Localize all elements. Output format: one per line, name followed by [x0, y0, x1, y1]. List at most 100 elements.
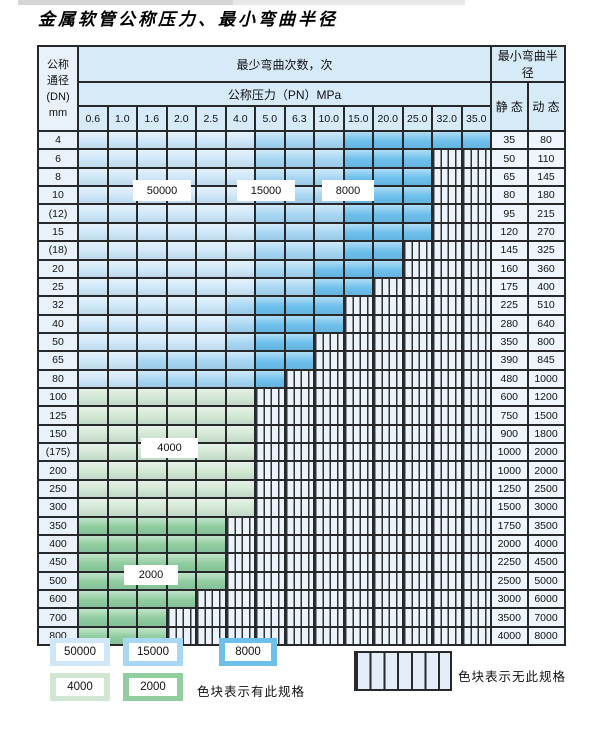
spec-cell: [195, 478, 227, 500]
spec-cell: [77, 350, 109, 371]
spec-cell: [136, 478, 168, 500]
no-spec-cell: [460, 497, 492, 518]
no-spec-cell: [431, 331, 463, 353]
spec-cell: [195, 185, 227, 206]
no-spec-cell: [195, 625, 227, 647]
no-spec-cell: [460, 221, 492, 243]
spec-cell: [106, 460, 138, 481]
dynamic-radius-value: 5000: [526, 570, 566, 592]
spec-cell: [224, 387, 256, 408]
spec-cell: [342, 203, 374, 224]
no-spec-cell: [431, 148, 463, 169]
no-spec-cell: [372, 607, 404, 628]
spec-cell: [106, 607, 138, 628]
table-row: 4 35 80: [37, 129, 566, 151]
no-spec-cell: [460, 203, 492, 224]
spec-cell: [195, 350, 227, 371]
no-spec-cell: [342, 625, 374, 647]
no-spec-cell: [372, 570, 404, 592]
spec-cell: [313, 276, 345, 298]
no-spec-cell: [342, 331, 374, 353]
no-spec-cell: [313, 607, 345, 628]
no-spec-cell: [372, 368, 404, 390]
no-spec-cell: [401, 497, 433, 518]
dn-label: 80: [37, 368, 79, 390]
dn-label: 10: [37, 185, 79, 206]
no-spec-cell: [313, 442, 345, 463]
pressure-col-header: 5.0: [254, 105, 286, 132]
no-spec-cell: [401, 350, 433, 371]
spec-cell: [283, 313, 315, 334]
no-spec-cell: [313, 478, 345, 500]
no-spec-cell: [460, 185, 492, 206]
dynamic-radius-value: 2000: [526, 460, 566, 481]
page-title: 金属软管公称压力、最小弯曲半径: [38, 10, 338, 29]
dynamic-radius-value: 2500: [526, 478, 566, 500]
dn-label: 200: [37, 460, 79, 481]
legend-swatch: 50000: [50, 638, 110, 666]
zone-label: 4000: [141, 438, 198, 458]
dynamic-radius-value: 640: [526, 313, 566, 334]
spec-cell: [372, 166, 404, 188]
spec-cell: [106, 331, 138, 353]
no-spec-cell: [372, 533, 404, 555]
pressure-col-header: 10.0: [313, 105, 345, 132]
table-row: 350 1750 3500: [37, 515, 566, 536]
dn-label: 25: [37, 276, 79, 298]
spec-cell: [106, 515, 138, 536]
dynamic-radius-value: 3500: [526, 515, 566, 536]
no-spec-cell: [342, 533, 374, 555]
pressure-col-header: 6.3: [283, 105, 315, 132]
pressure-col-header: 20.0: [372, 105, 404, 132]
spec-cell: [106, 405, 138, 426]
spec-cell: [136, 515, 168, 536]
spec-cell: [106, 166, 138, 188]
spec-cell: [224, 331, 256, 353]
table-row: 500 2500 5000: [37, 570, 566, 592]
spec-cell: [224, 203, 256, 224]
no-spec-cell: [283, 515, 315, 536]
spec-cell: [372, 148, 404, 169]
dn-label: 4: [37, 129, 79, 151]
spec-cell: [431, 129, 463, 151]
spec-cell: [195, 166, 227, 188]
spec-cell: [195, 460, 227, 481]
static-radius-value: 2000: [490, 533, 529, 555]
no-spec-cell: [313, 552, 345, 573]
no-spec-cell: [372, 331, 404, 353]
no-spec-cell: [401, 515, 433, 536]
pressure-col-header: 35.0: [460, 105, 492, 132]
no-spec-cell: [342, 405, 374, 426]
no-spec-cell: [342, 423, 374, 445]
static-radius-value: 1000: [490, 460, 529, 481]
dn-label: 20: [37, 258, 79, 279]
no-spec-cell: [342, 368, 374, 390]
spec-cell: [195, 570, 227, 592]
no-spec-cell: [313, 387, 345, 408]
no-spec-cell: [431, 497, 463, 518]
spec-cell: [77, 570, 109, 592]
spec-cell: [77, 203, 109, 224]
spec-cell: [224, 148, 256, 169]
spec-cell: [195, 221, 227, 243]
no-spec-cell: [431, 405, 463, 426]
table-row: 125 750 1500: [37, 405, 566, 426]
spec-cell: [165, 533, 197, 555]
spec-cell: [283, 221, 315, 243]
static-radius-value: 95: [490, 203, 529, 224]
no-spec-cell: [254, 423, 286, 445]
no-spec-cell: [372, 497, 404, 518]
dynamic-radius-value: 8000: [526, 625, 566, 647]
spec-cell: [136, 276, 168, 298]
spec-cell: [195, 387, 227, 408]
pressure-header: 公称压力（PN）MPa: [76, 81, 493, 107]
no-spec-cell: [254, 442, 286, 463]
spec-cell: [195, 368, 227, 390]
no-spec-cell: [283, 460, 315, 481]
dn-label: 125: [37, 405, 79, 426]
no-spec-cell: [224, 607, 256, 628]
no-spec-cell: [401, 276, 433, 298]
legend-swatch-label: 4000: [56, 678, 104, 696]
no-spec-cell: [342, 295, 374, 316]
spec-cell: [401, 166, 433, 188]
